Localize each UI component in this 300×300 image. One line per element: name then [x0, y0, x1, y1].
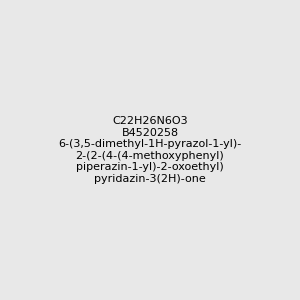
Text: C22H26N6O3
B4520258
6-(3,5-dimethyl-1H-pyrazol-1-yl)-
2-(2-(4-(4-methoxyphenyl)
: C22H26N6O3 B4520258 6-(3,5-dimethyl-1H-p… [58, 116, 242, 184]
